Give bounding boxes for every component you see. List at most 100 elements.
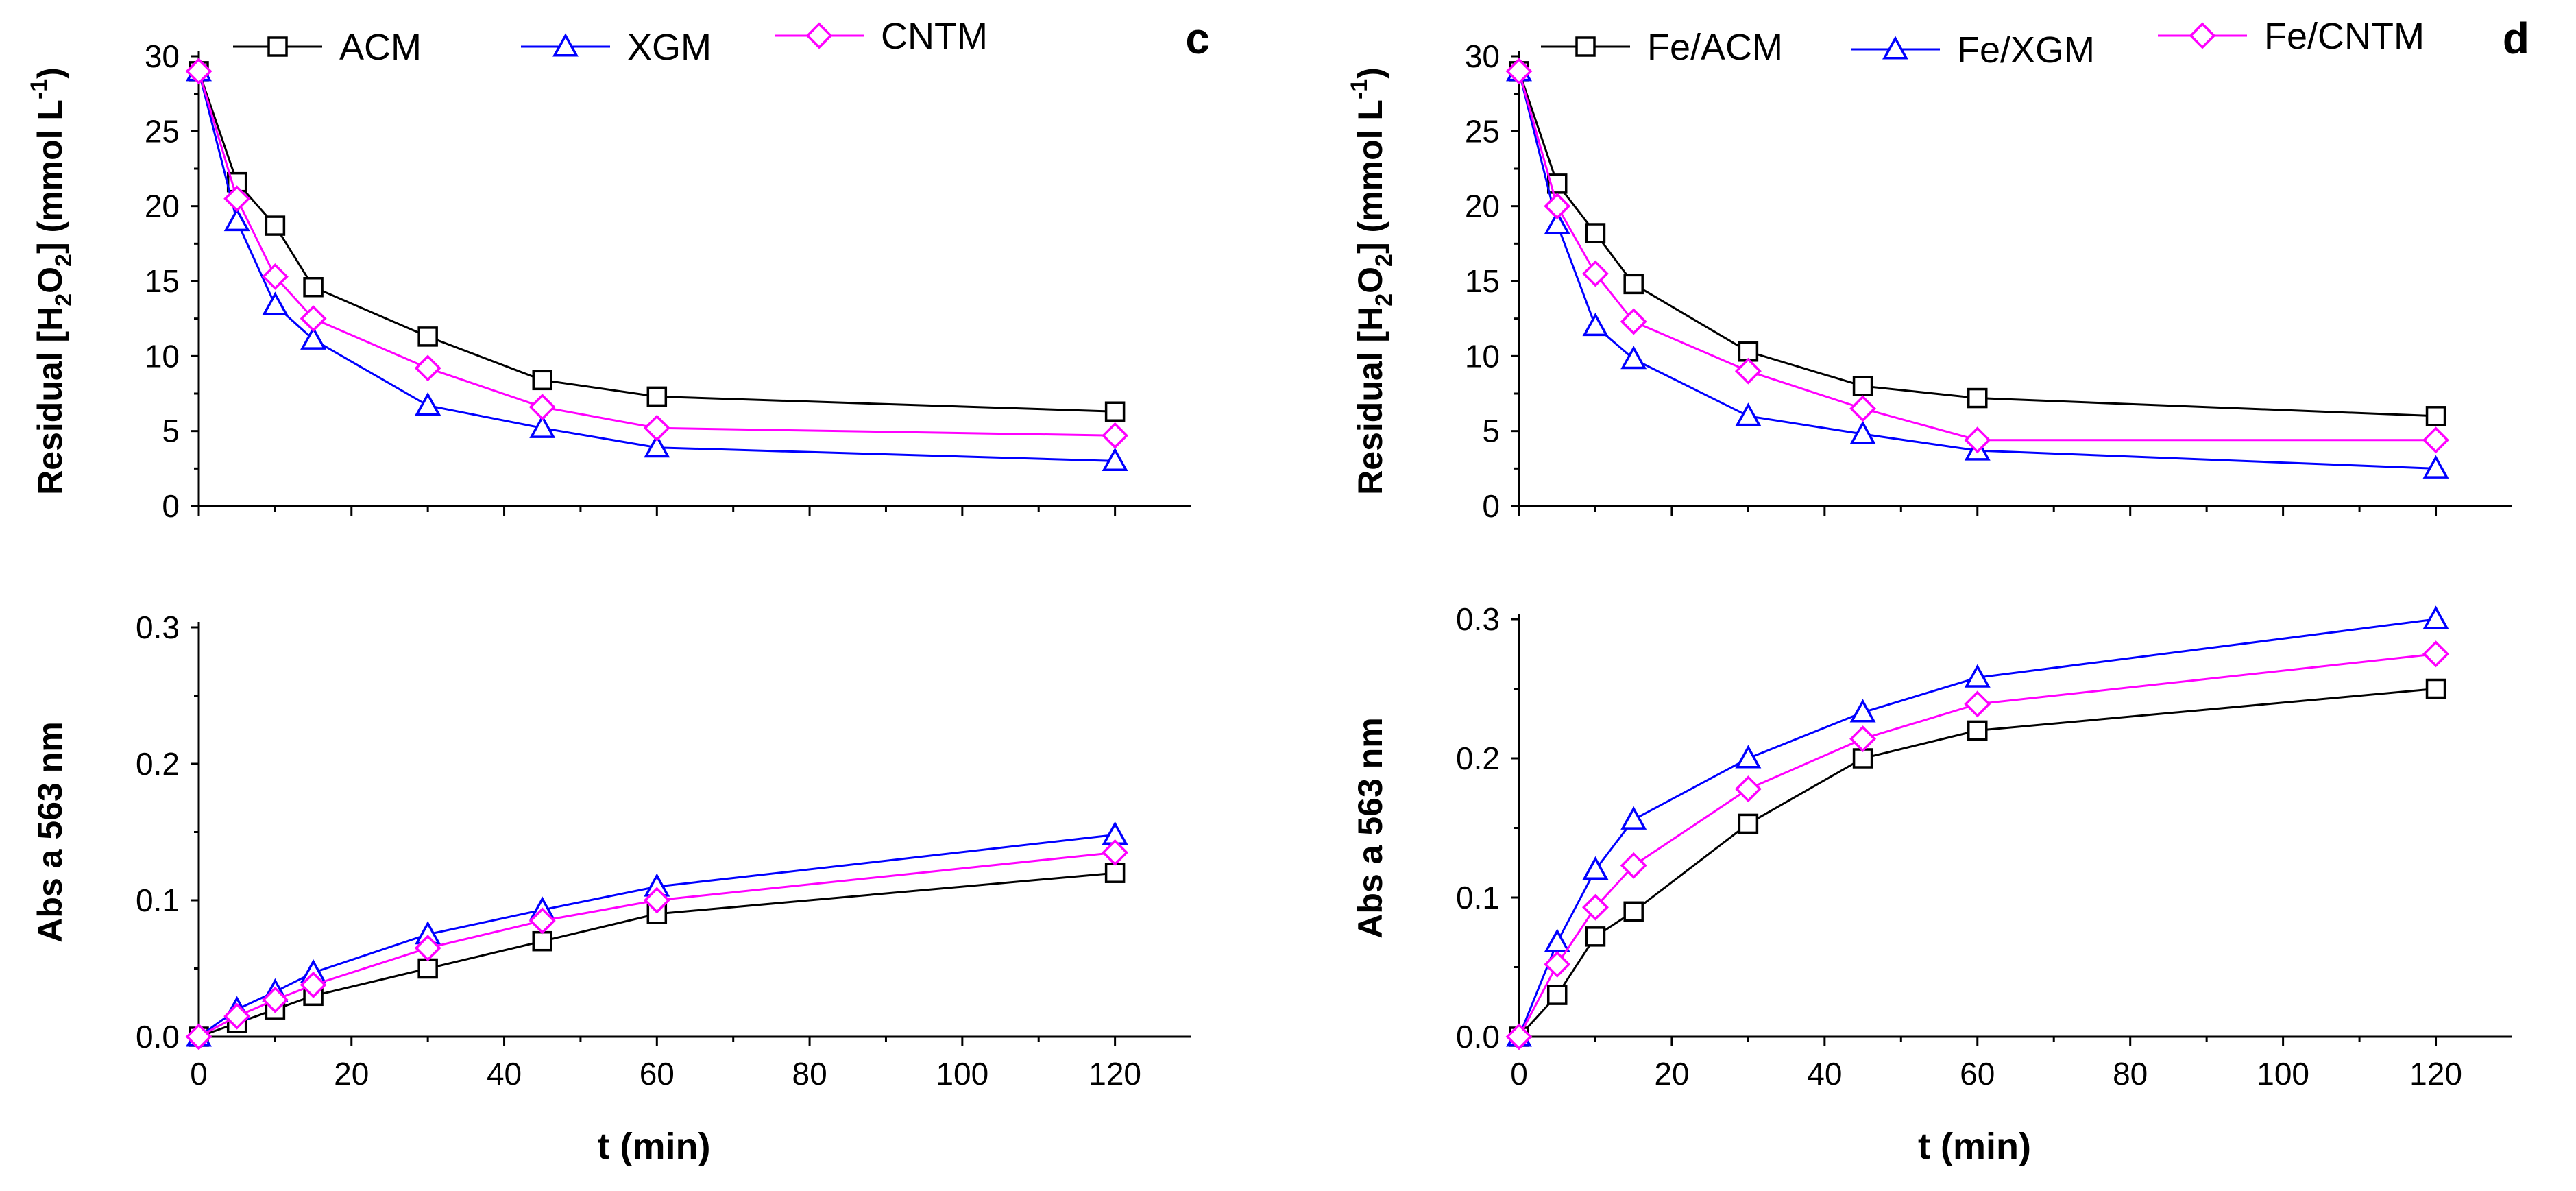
x-axis-label: t (min) — [598, 1126, 711, 1167]
data-point-xgm — [223, 207, 250, 232]
y-tick-label: 20 — [145, 189, 180, 224]
data-point-fe-cntm — [1734, 775, 1762, 803]
data-point-acm — [265, 215, 286, 236]
data-point-fe-xgm — [1582, 312, 1609, 337]
legend-label: Fe/ACM — [1647, 27, 1783, 68]
x-tick-label: 20 — [334, 1056, 369, 1092]
data-point-fe-cntm — [1964, 690, 1991, 718]
data-point-cntm — [185, 1023, 212, 1050]
legend-marker — [1882, 36, 1908, 60]
y-tick-label: 10 — [1465, 338, 1500, 374]
data-point-fe-acm — [1546, 985, 1568, 1005]
legend-d: Fe/ACM Fe/XGM Fe/CNTM — [1541, 16, 2425, 71]
data-point-fe-xgm — [1582, 856, 1609, 880]
data-point-fe-xgm — [1620, 346, 1647, 370]
data-point-cntm — [643, 887, 670, 914]
data-point-cntm — [223, 185, 251, 213]
data-point-xgm — [262, 291, 289, 315]
data-point-fe-cntm — [1505, 1023, 1533, 1050]
data-point-fe-cntm — [1581, 893, 1609, 921]
data-point-acm — [417, 326, 438, 347]
data-point-cntm — [528, 394, 556, 421]
legend-label: Fe/XGM — [1957, 29, 2095, 71]
y-tick-label: 0 — [1482, 488, 1500, 524]
y-tick-label: 0.3 — [1456, 601, 1500, 637]
data-point-xgm — [415, 392, 441, 416]
series-line-xgm — [197, 71, 1115, 462]
y-tick-label: 15 — [1465, 263, 1500, 299]
data-point-fe-cntm — [1620, 308, 1647, 335]
legend-marker — [805, 22, 833, 49]
x-tick-label: 0 — [1510, 1056, 1528, 1092]
top-plot-c: 0 5 10 15 20 25 30 Residual [H2O2] (mmol L-1) — [26, 38, 1191, 524]
panel-label: c — [1185, 14, 1210, 63]
x-tick-label: 100 — [936, 1056, 988, 1092]
legend-marker — [1575, 36, 1596, 57]
series-line-fe-acm — [1518, 71, 2436, 418]
legend-item: CNTM — [775, 16, 988, 57]
data-point-fe-cntm — [1505, 58, 1533, 85]
y-tick-label: 0.3 — [136, 610, 180, 645]
x-tick-label: 80 — [2113, 1056, 2148, 1092]
y-tick-label: 5 — [162, 413, 180, 449]
data-point-fe-xgm — [1849, 420, 1876, 444]
y-axis-label: Abs a 563 nm — [31, 721, 69, 942]
y-tick-label: 0.0 — [136, 1019, 180, 1055]
top-plot-d: 0 5 10 15 20 25 30 Residual [H2O2] (mmol L-1) — [1346, 38, 2512, 524]
data-point-fe-acm — [2425, 406, 2446, 426]
bottom-plot-c: 0.0 0.1 0.2 0.3 0 20 40 60 80 100 120 Abs a 563 nm — [31, 610, 1191, 1092]
legend-c: ACM XGM CNTM — [233, 16, 988, 68]
legend-marker — [267, 36, 288, 57]
series-line-acm — [197, 71, 1115, 413]
data-point-acm — [532, 370, 552, 391]
y-tick-label: 0.0 — [1456, 1019, 1500, 1055]
x-tick-label: 80 — [792, 1056, 827, 1092]
data-point-acm — [1104, 401, 1126, 422]
legend-item: Fe/XGM — [1851, 29, 2095, 71]
data-point-xgm — [529, 414, 556, 438]
data-point-xgm — [644, 434, 670, 458]
data-point-acm — [417, 958, 438, 979]
data-point-fe-acm — [1738, 813, 1759, 834]
data-point-fe-xgm — [1620, 806, 1647, 830]
data-point-cntm — [1102, 839, 1129, 866]
data-point-fe-cntm — [1849, 395, 1877, 422]
data-point-cntm — [261, 986, 289, 1013]
data-point-cntm — [185, 58, 212, 85]
y-tick-label: 0.2 — [136, 746, 180, 782]
data-point-xgm — [1102, 447, 1128, 471]
legend-label: Fe/CNTM — [2264, 16, 2425, 57]
data-point-fe-cntm — [1620, 852, 1647, 879]
data-point-fe-acm — [1623, 901, 1644, 922]
data-point-fe-acm — [1852, 376, 1873, 396]
y-tick-label: 25 — [1465, 113, 1500, 149]
data-point-fe-cntm — [1581, 260, 1609, 287]
data-point-fe-xgm — [1735, 402, 1762, 426]
x-tick-label: 100 — [2257, 1056, 2309, 1092]
panel-label: d — [2503, 14, 2529, 63]
data-point-fe-acm — [1967, 720, 1988, 741]
data-point-fe-xgm — [2422, 605, 2449, 629]
data-point-fe-cntm — [1849, 725, 1877, 753]
x-tick-label: 40 — [1807, 1056, 1842, 1092]
y-tick-label: 15 — [145, 263, 180, 299]
y-tick-label: 0.1 — [136, 882, 180, 918]
data-point-fe-xgm — [2422, 455, 2449, 479]
data-point-fe-xgm — [1544, 210, 1570, 234]
data-point-fe-cntm — [2422, 426, 2450, 454]
data-point-fe-cntm — [1964, 426, 1991, 454]
y-tick-label: 25 — [145, 113, 180, 149]
data-point-fe-cntm — [2422, 640, 2450, 668]
y-axis-label: Residual [H2O2] (mmol L-1) — [1346, 67, 1397, 495]
legend-label: ACM — [339, 27, 422, 68]
legend-marker — [552, 33, 579, 57]
data-point-fe-acm — [1585, 223, 1606, 243]
y-tick-label: 30 — [1465, 38, 1500, 74]
series-line-cntm — [197, 71, 1115, 437]
y-tick-label: 5 — [1482, 413, 1500, 449]
series-line-fe-cntm — [1518, 71, 2436, 442]
series-line-fe-acm — [1518, 688, 2436, 1038]
